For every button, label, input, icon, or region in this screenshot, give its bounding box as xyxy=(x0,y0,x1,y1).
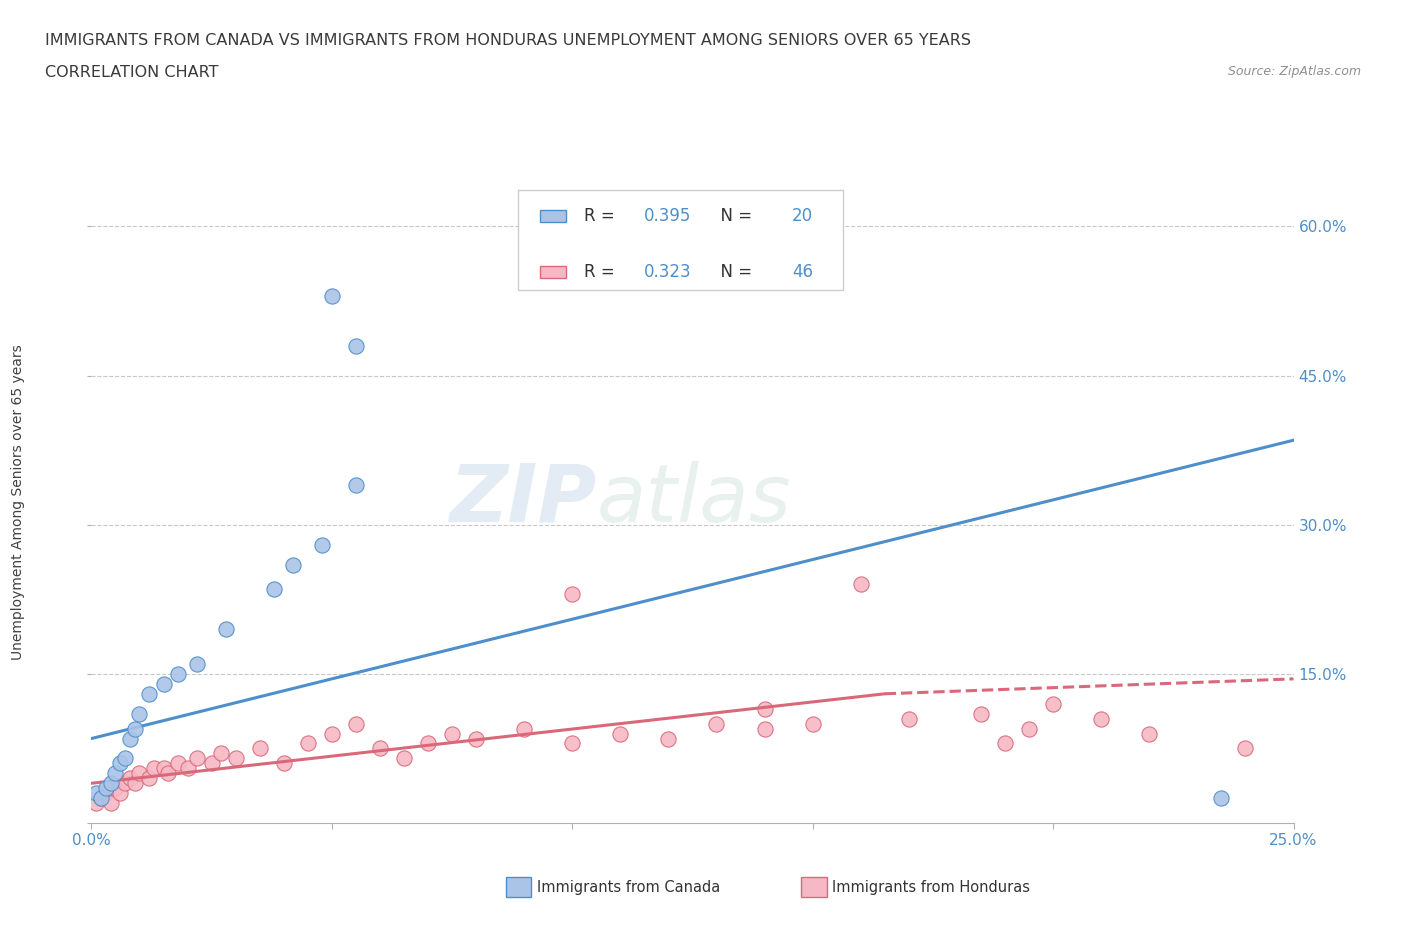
Point xyxy=(344,716,367,731)
Point xyxy=(142,761,165,776)
Point xyxy=(321,726,343,741)
Point xyxy=(561,736,583,751)
FancyBboxPatch shape xyxy=(540,210,567,222)
Point xyxy=(90,790,112,805)
Point xyxy=(283,557,305,572)
Point xyxy=(215,622,238,637)
Text: atlas: atlas xyxy=(596,461,792,538)
Point xyxy=(186,751,208,766)
Text: CORRELATION CHART: CORRELATION CHART xyxy=(45,65,218,80)
Text: R =: R = xyxy=(585,207,620,225)
Point xyxy=(110,756,132,771)
Point xyxy=(609,726,631,741)
Text: Immigrants from Honduras: Immigrants from Honduras xyxy=(832,880,1031,895)
Point xyxy=(249,741,271,756)
Text: Source: ZipAtlas.com: Source: ZipAtlas.com xyxy=(1227,65,1361,78)
Point xyxy=(100,776,122,790)
Point xyxy=(1018,721,1040,736)
Point xyxy=(994,736,1017,751)
Point xyxy=(321,288,343,303)
Point xyxy=(1234,741,1257,756)
Point xyxy=(94,786,117,801)
Point xyxy=(152,761,174,776)
Point xyxy=(970,706,993,721)
Point xyxy=(176,761,198,776)
Point xyxy=(1211,790,1233,805)
Text: 0.323: 0.323 xyxy=(644,263,692,281)
Point xyxy=(849,577,872,591)
Point xyxy=(706,716,728,731)
Point xyxy=(138,686,160,701)
Point xyxy=(128,766,150,781)
Point xyxy=(167,756,190,771)
Point xyxy=(124,721,146,736)
Point xyxy=(104,766,127,781)
Text: Unemployment Among Seniors over 65 years: Unemployment Among Seniors over 65 years xyxy=(11,344,25,660)
Point xyxy=(1137,726,1160,741)
Point xyxy=(344,477,367,492)
Text: 20: 20 xyxy=(792,207,813,225)
Text: Immigrants from Canada: Immigrants from Canada xyxy=(537,880,720,895)
Point xyxy=(1090,711,1112,726)
Text: ZIP: ZIP xyxy=(449,461,596,538)
Point xyxy=(110,786,132,801)
Point xyxy=(114,751,136,766)
Text: 0.395: 0.395 xyxy=(644,207,692,225)
Point xyxy=(561,587,583,602)
Point xyxy=(801,716,824,731)
Point xyxy=(186,657,208,671)
Text: N =: N = xyxy=(710,263,758,281)
Point xyxy=(152,676,174,691)
FancyBboxPatch shape xyxy=(540,266,567,278)
Text: 46: 46 xyxy=(792,263,813,281)
Text: N =: N = xyxy=(710,207,758,225)
Point xyxy=(440,726,463,741)
Point xyxy=(118,731,141,746)
Point xyxy=(392,751,415,766)
Text: IMMIGRANTS FROM CANADA VS IMMIGRANTS FROM HONDURAS UNEMPLOYMENT AMONG SENIORS OV: IMMIGRANTS FROM CANADA VS IMMIGRANTS FRO… xyxy=(45,33,972,47)
FancyBboxPatch shape xyxy=(519,190,842,290)
Point xyxy=(114,776,136,790)
Point xyxy=(311,538,333,552)
Point xyxy=(167,667,190,682)
Point xyxy=(209,746,232,761)
Point xyxy=(94,781,117,796)
Point xyxy=(90,790,112,805)
Point xyxy=(297,736,319,751)
Point xyxy=(157,766,180,781)
Point xyxy=(84,786,107,801)
Point xyxy=(124,776,146,790)
Point xyxy=(754,721,776,736)
Point xyxy=(657,731,679,746)
Point xyxy=(128,706,150,721)
Point xyxy=(513,721,536,736)
Point xyxy=(368,741,391,756)
Point xyxy=(344,339,367,353)
Point xyxy=(225,751,247,766)
Point xyxy=(138,771,160,786)
Point xyxy=(416,736,439,751)
Point xyxy=(263,582,285,597)
Point xyxy=(100,796,122,811)
Point xyxy=(754,701,776,716)
Point xyxy=(1042,697,1064,711)
Point xyxy=(84,796,107,811)
Point xyxy=(201,756,224,771)
Text: R =: R = xyxy=(585,263,620,281)
Point xyxy=(104,781,127,796)
Point xyxy=(273,756,295,771)
Point xyxy=(118,771,141,786)
Point xyxy=(897,711,920,726)
Point xyxy=(465,731,488,746)
